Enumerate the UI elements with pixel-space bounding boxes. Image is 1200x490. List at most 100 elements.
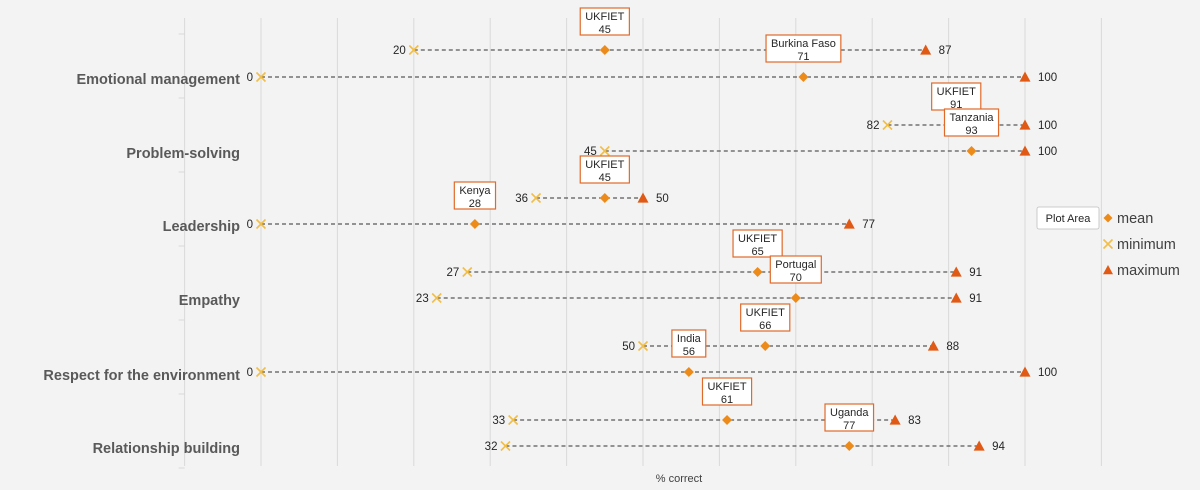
- callout-group-label: UKFIET: [585, 11, 624, 23]
- minimum-stroke: [255, 218, 267, 230]
- mean-point[interactable]: [752, 267, 763, 277]
- callout-group-label: Portugal: [775, 259, 816, 271]
- maximum-point[interactable]: [843, 218, 855, 229]
- callout-group-label: Kenya: [459, 185, 491, 197]
- callout-box: [931, 82, 982, 111]
- mean-point[interactable]: [844, 441, 855, 451]
- legend-item-minimum[interactable]: minimum: [1102, 237, 1176, 253]
- legend[interactable]: mean minimum maximum: [1102, 211, 1180, 279]
- mean-point[interactable]: [683, 367, 694, 377]
- callout-group-label: UKFIET: [738, 233, 777, 245]
- callout-group-label: Uganda: [830, 407, 869, 419]
- maximum-point[interactable]: [889, 414, 901, 425]
- range-lines: [261, 49, 1025, 447]
- minimum-stroke: [462, 266, 473, 278]
- minimum-value-label: 0: [247, 367, 253, 379]
- callout-mean-value: 45: [599, 172, 611, 184]
- maximum-value-label: 88: [946, 341, 959, 353]
- minimum-point[interactable]: [255, 218, 267, 230]
- legend-x-icon[interactable]: [1102, 238, 1114, 250]
- mean-point[interactable]: [798, 72, 809, 82]
- legend-item-maximum[interactable]: maximum: [1103, 263, 1180, 279]
- maximum-point[interactable]: [1019, 119, 1031, 130]
- maximum-value-label: 77: [862, 219, 875, 231]
- minimum-point[interactable]: [255, 366, 267, 378]
- tooltip-text: Plot Area: [1046, 213, 1092, 225]
- maximum-point[interactable]: [1019, 145, 1031, 156]
- minimum-point[interactable]: [431, 292, 442, 304]
- minimum-point[interactable]: [500, 440, 511, 452]
- callout-box: [671, 329, 707, 358]
- mean-point[interactable]: [469, 219, 480, 229]
- maximum-point[interactable]: [973, 440, 985, 451]
- callout-box: [824, 403, 875, 432]
- callout-mean-value: 91: [950, 99, 962, 111]
- category-label: Emotional management: [76, 72, 240, 88]
- minimum-value-label: 82: [867, 120, 880, 132]
- callout-mean-value: 61: [721, 394, 733, 406]
- minimum-point[interactable]: [599, 145, 610, 157]
- callout-group-label: UKFIET: [585, 159, 624, 171]
- minimum-stroke: [599, 145, 610, 157]
- minimum-value-label: 23: [416, 293, 429, 305]
- minimum-stroke: [431, 292, 442, 304]
- minimum-point[interactable]: [462, 266, 473, 278]
- minimum-point[interactable]: [508, 414, 519, 426]
- mean-point[interactable]: [790, 293, 801, 303]
- callout-mean-value: 70: [790, 272, 802, 284]
- maximum-point[interactable]: [927, 340, 939, 351]
- minimum-stroke: [637, 340, 649, 352]
- callout-box: [740, 303, 791, 332]
- callout-mean-value: 56: [683, 346, 695, 358]
- minimum-point[interactable]: [530, 192, 542, 204]
- minimum-value-label: 20: [393, 45, 406, 57]
- maximum-point[interactable]: [1019, 366, 1031, 377]
- minimum-point[interactable]: [408, 44, 419, 56]
- callout-group-label: India: [677, 333, 702, 345]
- y-axis-ticks: [178, 33, 185, 469]
- maximum-value-label: 100: [1038, 120, 1057, 132]
- mean-point[interactable]: [599, 45, 610, 55]
- maximum-point[interactable]: [950, 292, 962, 303]
- legend-item-mean[interactable]: mean: [1103, 211, 1154, 227]
- mean-point[interactable]: [599, 193, 610, 203]
- maximum-value-label: 83: [908, 415, 921, 427]
- maximum-point[interactable]: [920, 44, 932, 55]
- callout-mean-value: 71: [797, 51, 809, 63]
- maximum-value-label: 91: [969, 293, 982, 305]
- minimum-point[interactable]: [255, 71, 267, 83]
- minimum-value-label: 0: [247, 72, 253, 84]
- minimum-value-label: 50: [622, 341, 635, 353]
- legend-triangle-icon[interactable]: [1103, 265, 1113, 275]
- minimum-stroke: [530, 192, 542, 204]
- maximum-value-label: 87: [939, 45, 952, 57]
- value-labels: 20 87 0 100 82 100 45 100 36 50 0 77 27 91 23 91 50 88 0 10…: [247, 45, 1058, 453]
- mean-point[interactable]: [760, 341, 771, 351]
- minimum-point[interactable]: [882, 119, 893, 131]
- callout-mean-value: 66: [759, 320, 771, 332]
- callout-group-label: UKFIET: [746, 307, 785, 319]
- maximum-point[interactable]: [1019, 71, 1031, 82]
- maximum-point[interactable]: [637, 192, 649, 203]
- category-label: Respect for the environment: [43, 368, 240, 384]
- plot-area-tooltip: Plot Area: [1036, 206, 1100, 230]
- callout-group-label: UKFIET: [937, 86, 976, 98]
- minimum-point[interactable]: [637, 340, 649, 352]
- maximum-point[interactable]: [950, 266, 962, 277]
- mean-point[interactable]: [966, 146, 977, 156]
- maximum-value-label: 94: [992, 441, 1005, 453]
- category-label: Leadership: [163, 219, 240, 235]
- callout-box: [579, 155, 630, 184]
- legend-label: minimum: [1117, 237, 1176, 253]
- mean-point[interactable]: [722, 415, 733, 425]
- category-label: Problem-solving: [126, 146, 240, 162]
- minimum-value-label: 36: [515, 193, 528, 205]
